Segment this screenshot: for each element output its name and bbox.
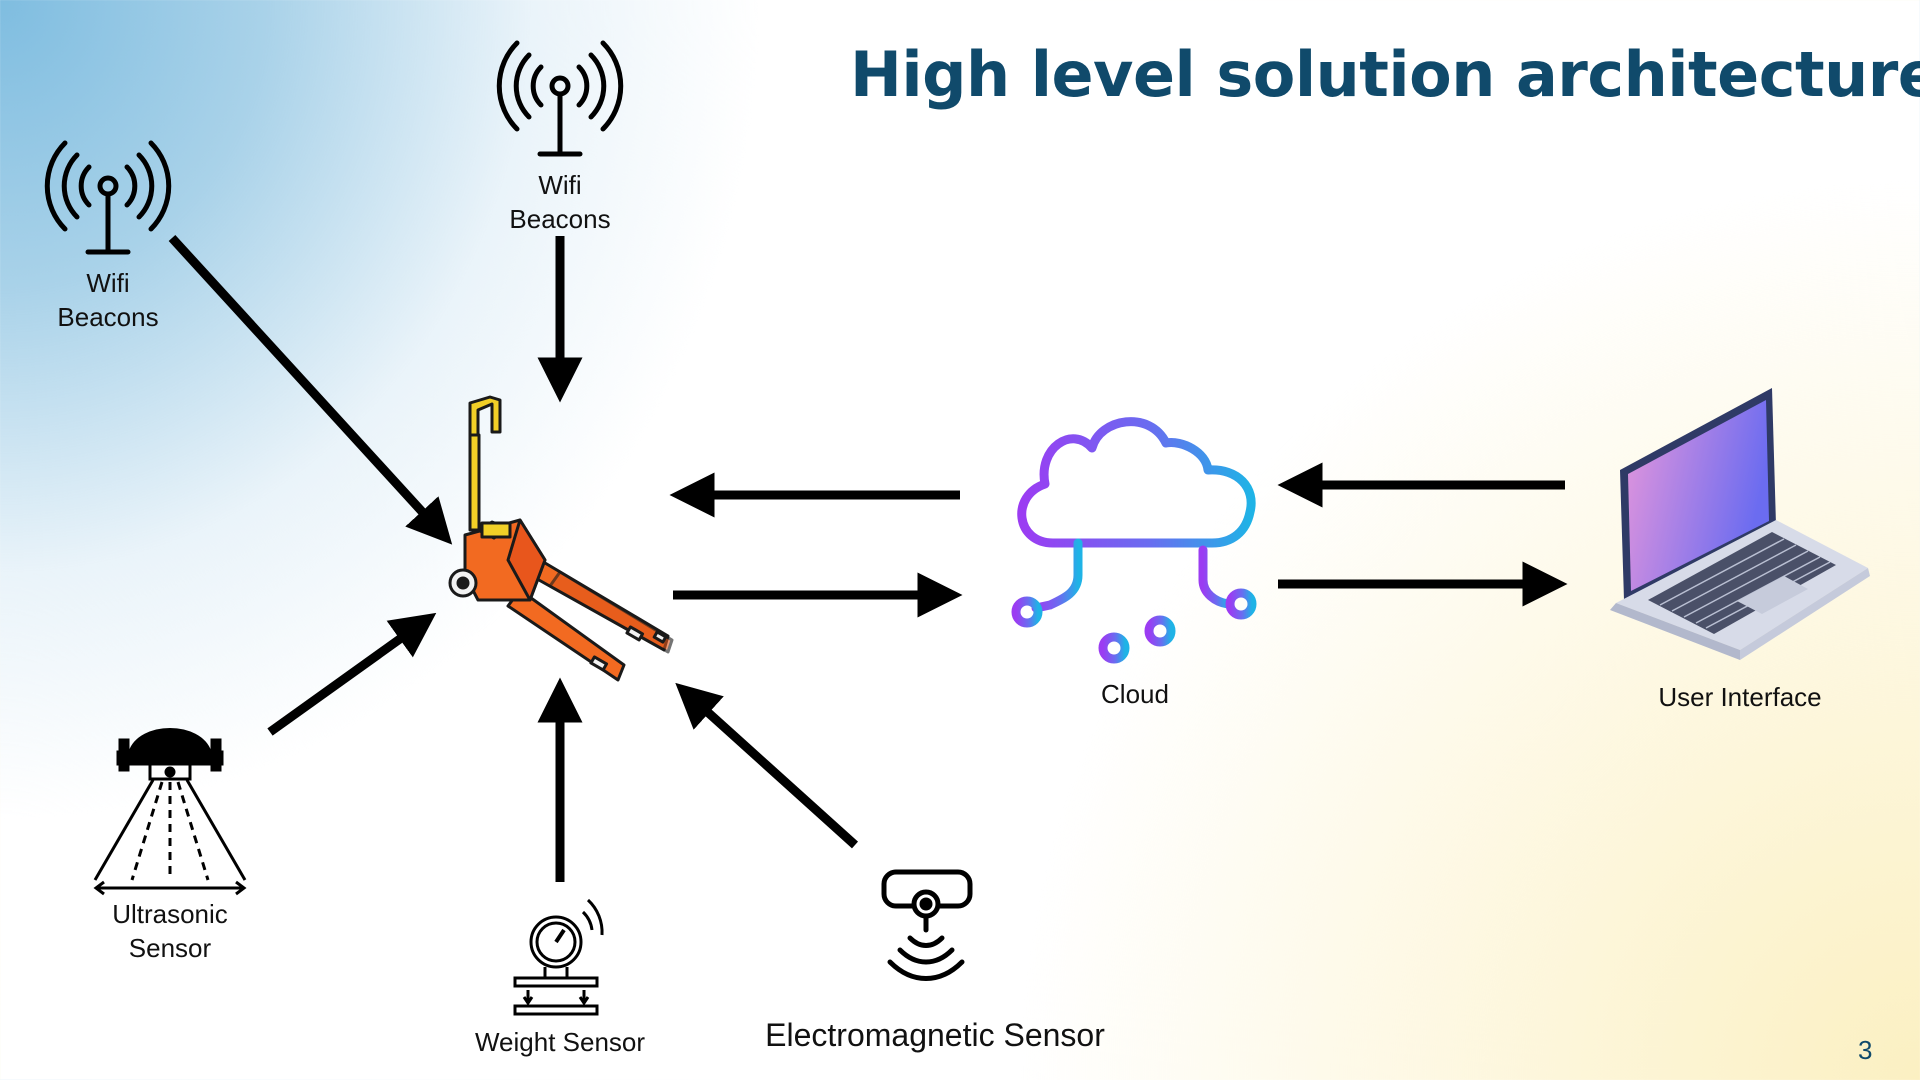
electromagnetic-sensor-label: Electromagnetic Sensor [740,1015,1130,1055]
arrow-ultrasonic-to-jack [267,612,437,736]
ultrasonic-label-line1: Ultrasonic [112,899,228,929]
arrow-wifi-left-to-jack [168,234,453,545]
wifi-left-label: Wifi Beacons [38,266,178,334]
cloud-label-text: Cloud [1101,679,1169,709]
user-interface-label-text: User Interface [1658,682,1822,712]
cloud-network-icon [1011,417,1257,664]
weight-sensor-icon [513,898,604,1016]
weight-sensor-label: Weight Sensor [450,1025,670,1059]
page-number: 3 [1858,1035,1873,1065]
page-title: High level solution architecture [850,38,1920,111]
wifi-top-label-line1: Wifi [538,170,582,200]
user-interface-label: User Interface [1630,680,1850,714]
wifi-antenna-icon [44,140,172,255]
ultrasonic-label-line2: Sensor [128,933,212,963]
ultrasonic-sensor-icon [93,728,247,896]
cloud-label: Cloud [1060,677,1210,711]
wifi-left-label-line1: Wifi [86,268,130,298]
weight-sensor-label-text: Weight Sensor [474,1027,646,1057]
wifi-top-label: Wifi Beacons [490,168,630,236]
wifi-antenna-icon [496,40,624,157]
laptop-icon [1610,388,1870,660]
electromagnetic-sensor-icon [881,869,973,981]
arrows [168,234,1568,882]
wifi-top-label-line2: Beacons [509,204,611,234]
pallet-jack-icon [448,395,674,682]
arrow-electromagnetic-to-jack [675,682,859,849]
electromagnetic-sensor-label-text: Electromagnetic Sensor [765,1017,1105,1053]
ultrasonic-label: Ultrasonic Sensor [90,897,250,965]
wifi-left-label-line2: Beacons [57,302,159,332]
